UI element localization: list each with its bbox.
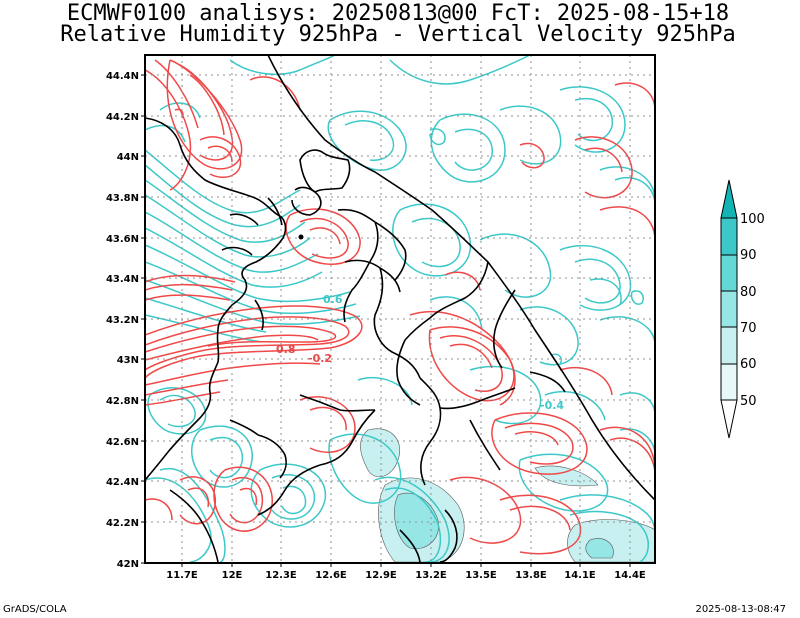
title-line-2: Relative Humidity 925hPa - Vertical Velo…: [60, 22, 736, 47]
boundaries: [145, 55, 655, 563]
timestamp-label: 2025-08-13-08:47: [695, 604, 786, 615]
colorbar-band-80: [720, 254, 738, 292]
colorbar-labels: 100 90 80 70 60 50: [740, 212, 765, 409]
lon-label: 12.9E: [365, 570, 397, 581]
title-line-1: ECMWF0100 analisys: 20250813@00 FcT: 202…: [66, 1, 730, 26]
lat-label: 44N: [117, 152, 139, 163]
lat-label: 43N: [117, 355, 139, 366]
lat-label: 42.2N: [106, 518, 139, 529]
lat-label: 42.4N: [106, 477, 139, 488]
lat-label: 42.6N: [106, 437, 139, 448]
colorbar: 100 90 80 70 60 50: [720, 179, 765, 439]
lat-label: 44.4N: [106, 71, 139, 82]
colorbar-tick-label: 70: [740, 321, 757, 336]
colorbar-band-70: [720, 290, 738, 328]
contour-label-1: 0.6: [323, 293, 343, 306]
contour-label-2: 0.8: [276, 343, 296, 356]
colorbar-bottom-arrow: [720, 399, 738, 439]
colorbar-tick-label: 80: [740, 285, 757, 300]
lat-labels: 44.4N 44.2N 44N 43.8N 43.6N 43.4N 43.2N …: [106, 71, 139, 570]
lon-ticks: [181, 563, 631, 567]
lon-label: 14.4E: [614, 570, 646, 581]
map-plot-area: 0.6 0.8 -0.2 -0.4: [145, 55, 655, 563]
colorbar-tick-label: 90: [740, 248, 757, 263]
colorbar-band-50: [720, 363, 738, 401]
lon-label: 12.3E: [265, 570, 297, 581]
lon-label: 13.8E: [515, 570, 547, 581]
map-frame: [144, 54, 656, 564]
lat-label: 42.8N: [106, 396, 139, 407]
colorbar-tick-label: 60: [740, 357, 757, 372]
lon-label: 11.7E: [166, 570, 198, 581]
credit-label: GrADS/COLA: [3, 604, 67, 615]
colorbar-tick-label: 50: [740, 394, 757, 409]
lat-label: 43.8N: [106, 193, 139, 204]
contour-label-4: -0.4: [540, 399, 564, 412]
lon-label: 13.2E: [415, 570, 447, 581]
lon-label: 12.6E: [315, 570, 347, 581]
lon-label: 12E: [222, 570, 243, 581]
lat-label: 44.2N: [106, 112, 139, 123]
colorbar-band-60: [720, 326, 738, 365]
city-marker: [298, 234, 304, 240]
lon-labels: 11.7E 12E 12.3E 12.6E 12.9E 13.2E 13.5E …: [166, 570, 646, 581]
lat-label: 43.2N: [106, 315, 139, 326]
contour-label-3: -0.2: [308, 352, 332, 365]
lat-label: 42N: [117, 559, 139, 570]
colorbar-tick-label: 100: [740, 212, 765, 227]
lon-label: 13.5E: [465, 570, 497, 581]
lat-label: 43.4N: [106, 274, 139, 285]
lon-label: 14.1E: [564, 570, 596, 581]
contour-labels: 0.6 0.8 -0.2 -0.4: [276, 293, 564, 412]
colorbar-top-arrow: [720, 179, 738, 219]
graticule: [145, 55, 655, 563]
colorbar-band-90: [720, 217, 738, 256]
lat-label: 43.6N: [106, 234, 139, 245]
lat-ticks: [141, 74, 145, 564]
